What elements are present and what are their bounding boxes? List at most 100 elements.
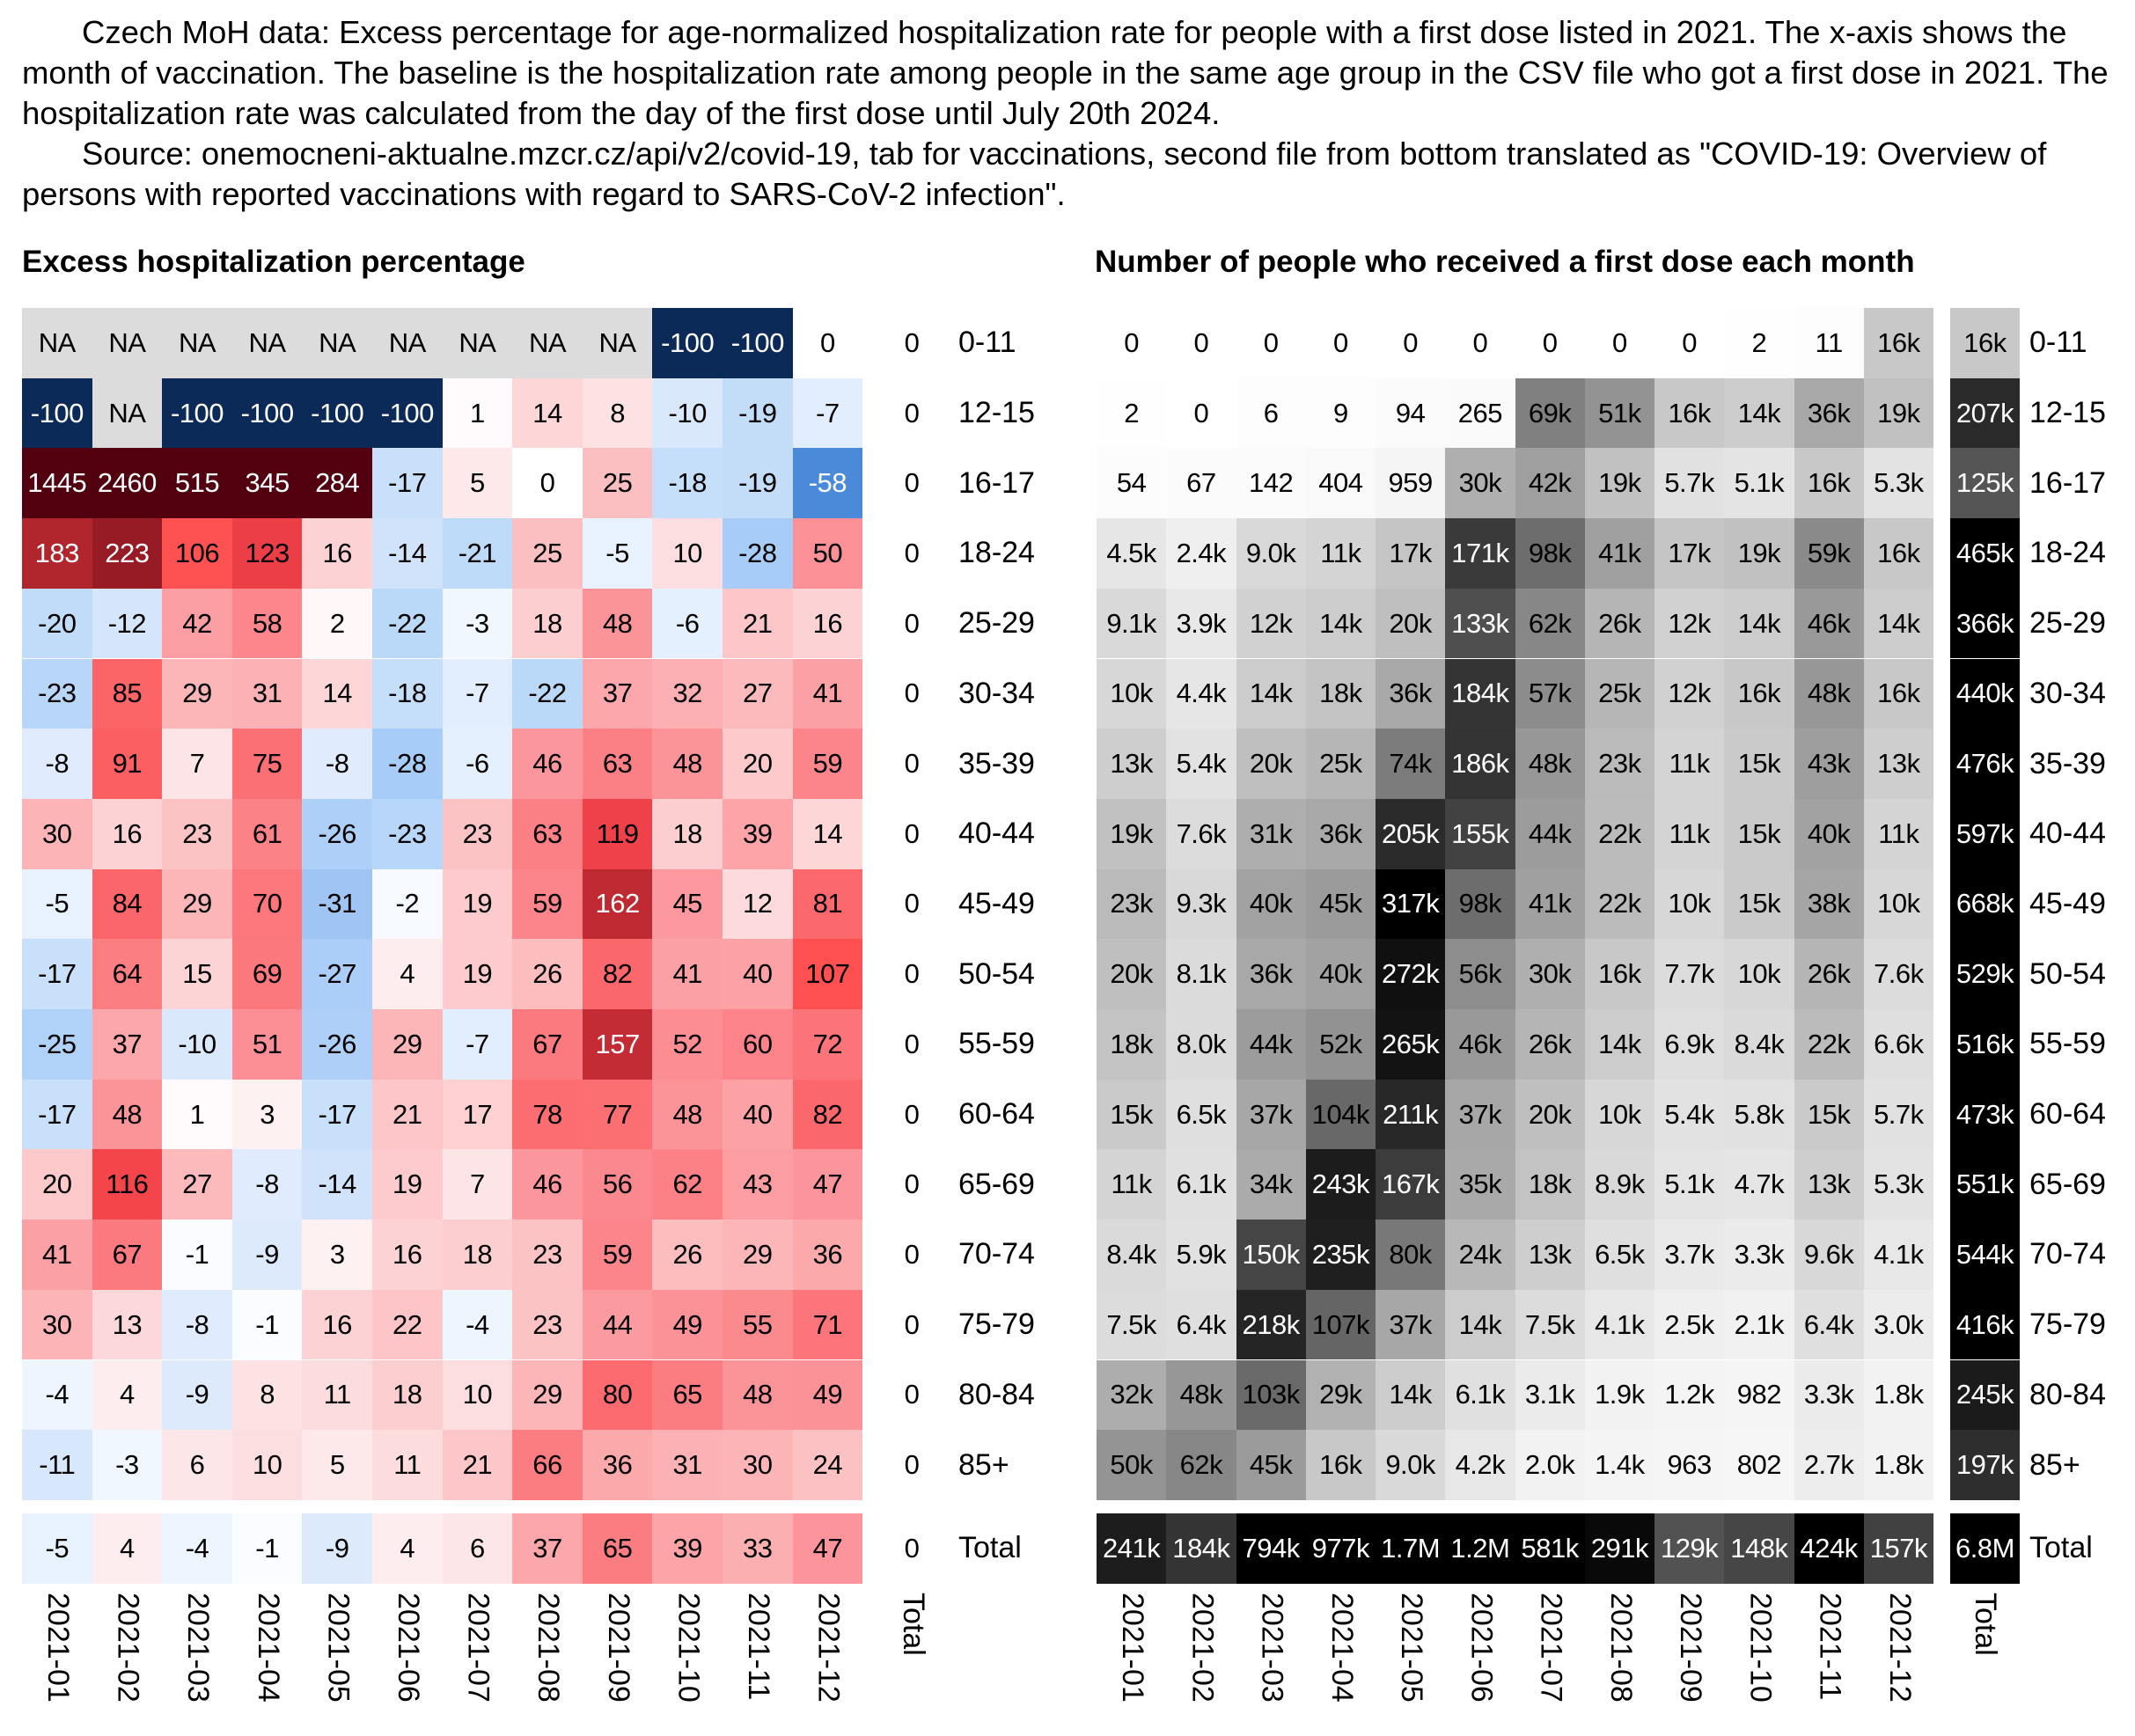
heatmap-cell: 20: [723, 729, 793, 799]
heatmap-cell: 98k: [1515, 518, 1585, 589]
row-label: 55-59: [958, 1027, 1035, 1061]
heatmap-cell: 265k: [1376, 1009, 1446, 1080]
heatmap-cell: 223: [92, 518, 163, 589]
heatmap-cell: 46: [512, 729, 583, 799]
total-row-cell: 6: [442, 1513, 513, 1584]
heatmap-cell: -22: [512, 658, 583, 729]
heatmap-cell: -100: [22, 377, 92, 449]
heatmap-cell: 21: [442, 1430, 513, 1500]
row-total-cell: 516k: [1950, 1009, 2020, 1080]
heatmap-cell: 44k: [1236, 1009, 1306, 1080]
heatmap-cell: 41k: [1515, 868, 1585, 940]
heatmap-cell: 107: [792, 939, 863, 1009]
heatmap-cell: 103k: [1236, 1359, 1306, 1431]
heatmap-cell: 47: [792, 1149, 863, 1220]
heatmap-cell: 63: [582, 729, 653, 799]
heatmap-cell: -6: [442, 729, 513, 799]
heatmap-cell: 8.4k: [1724, 1009, 1794, 1080]
heatmap-cell: 345: [231, 448, 303, 519]
heatmap-cell: 15k: [1724, 729, 1794, 799]
heatmap-cell: 59: [792, 729, 863, 799]
x-tick-label: 2021-11: [742, 1593, 775, 1701]
heatmap-cell: 23: [512, 1220, 583, 1290]
heatmap-cell: 98k: [1445, 868, 1515, 940]
heatmap-cell: 0: [1515, 308, 1585, 378]
heatmap-cell: 18: [372, 1359, 443, 1431]
heatmap-cell: 12k: [1654, 588, 1725, 659]
heatmap-cell: 2.7k: [1794, 1430, 1864, 1500]
heatmap-cell: 46k: [1794, 588, 1864, 659]
heatmap-cell: 29k: [1305, 1359, 1376, 1431]
heatmap-cell: 2.1k: [1724, 1289, 1794, 1360]
heatmap-cell: -22: [372, 588, 443, 659]
heatmap-cell: 6.4k: [1794, 1289, 1864, 1360]
heatmap-cell: 13k: [1097, 729, 1167, 799]
heatmap-cell: 6: [162, 1430, 232, 1500]
heatmap-cell: 157: [582, 1009, 653, 1080]
heatmap-cell: 29: [162, 868, 232, 940]
heatmap-cell: -8: [231, 1149, 303, 1220]
heatmap-cell: 30k: [1515, 939, 1585, 1009]
row-total-cell: 0: [904, 537, 920, 568]
heatmap-cell: 22k: [1794, 1009, 1864, 1080]
heatmap-cell: -8: [302, 729, 372, 799]
heatmap-cell: 0: [1445, 308, 1515, 378]
heatmap-cell: 3: [231, 1079, 303, 1150]
heatmap-cell: 41: [792, 658, 863, 729]
heatmap-cell: 3.7k: [1654, 1220, 1725, 1290]
heatmap-cell: NA: [162, 308, 232, 378]
heatmap-cell: 235k: [1305, 1220, 1376, 1290]
heatmap-cell: -14: [372, 518, 443, 589]
row-label: 30-34: [2029, 676, 2106, 710]
heatmap-cell: 38k: [1794, 868, 1864, 940]
heatmap-cell: 12k: [1236, 588, 1306, 659]
heatmap-cell: 11: [1794, 308, 1864, 378]
row-label: 75-79: [2029, 1307, 2106, 1342]
row-label: 50-54: [2029, 956, 2106, 991]
total-row-cell: 4: [92, 1513, 163, 1584]
heatmap-cell: 71: [792, 1289, 863, 1360]
heatmap-cell: 17: [442, 1079, 513, 1150]
heatmap-cell: 3.3k: [1724, 1220, 1794, 1290]
heatmap-cell: 63: [512, 798, 583, 869]
row-label-total: Total: [2029, 1531, 2093, 1565]
heatmap-cell: -17: [22, 939, 92, 1009]
heatmap-cell: 0: [1376, 308, 1446, 378]
heatmap-cell: 106: [162, 518, 232, 589]
heatmap-cell: 54: [1097, 448, 1167, 519]
heatmap-cell: 11k: [1654, 729, 1725, 799]
x-tick-label: 2021-11: [1813, 1593, 1847, 1701]
heatmap-cell: 284: [302, 448, 372, 519]
row-label: 65-69: [2029, 1167, 2106, 1201]
heatmap-cell: 982: [1724, 1359, 1794, 1431]
heatmap-cell: 55: [723, 1289, 793, 1360]
row-total-cell: 668k: [1950, 868, 2020, 940]
x-tick-label-total: Total: [897, 1593, 930, 1656]
row-total-cell: 551k: [1950, 1149, 2020, 1220]
row-label: 25-29: [958, 606, 1035, 641]
row-total-cell: 0: [904, 1379, 920, 1410]
heatmap-cell: -26: [302, 798, 372, 869]
heatmap-cell: NA: [302, 308, 372, 378]
heatmap-cell: 32: [652, 658, 723, 729]
heatmap-cell: -31: [302, 868, 372, 940]
heatmap-cell: 317k: [1376, 868, 1446, 940]
heatmap-cell: 4.1k: [1863, 1220, 1933, 1290]
heatmap-cell: 40: [723, 939, 793, 1009]
total-row-cell: 1.7M: [1376, 1513, 1446, 1584]
heatmap-cell: 37k: [1236, 1079, 1306, 1150]
heatmap-cell: 44k: [1515, 798, 1585, 869]
heatmap-cell: 23k: [1584, 729, 1654, 799]
row-total-cell: 0: [904, 817, 920, 849]
heatmap-cell: 62: [652, 1149, 723, 1220]
heatmap-cell: 21: [372, 1079, 443, 1150]
heatmap-cell: 40k: [1236, 868, 1306, 940]
heatmap-cell: 4.2k: [1445, 1430, 1515, 1500]
heatmap-cell: 22k: [1584, 868, 1654, 940]
heatmap-cell: 9.6k: [1794, 1220, 1864, 1290]
heatmap-cell: 14: [302, 658, 372, 729]
heatmap-cell: 85: [92, 658, 163, 729]
x-tick-label: 2021-04: [1324, 1593, 1359, 1703]
heatmap-cell: -17: [302, 1079, 372, 1150]
heatmap-cell: 48k: [1794, 658, 1864, 729]
